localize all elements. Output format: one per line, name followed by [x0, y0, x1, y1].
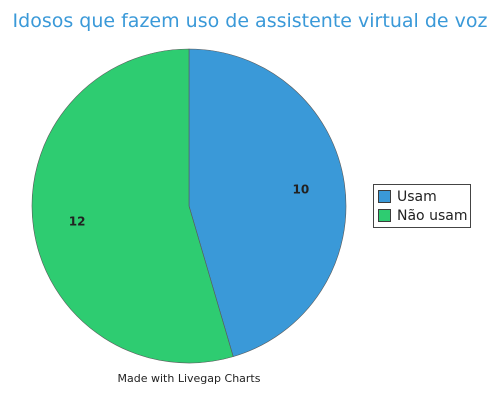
legend-label-nao-usam: Não usam	[397, 207, 468, 224]
legend-swatch-nao-usam	[378, 209, 391, 222]
pie-slices	[31, 48, 347, 364]
legend-swatch-usam	[378, 190, 391, 203]
pie-slice-usam[interactable]	[188, 48, 347, 358]
legend-item-nao-usam[interactable]: Não usam	[378, 206, 468, 225]
chart-title: Idosos que fazem uso de assistente virtu…	[12, 10, 488, 32]
legend-item-usam[interactable]: Usam	[378, 187, 466, 206]
pie-value-labels: 10 12	[69, 182, 309, 228]
chart-legend: Usam Não usam	[373, 184, 471, 228]
legend-label-usam: Usam	[397, 188, 437, 205]
chart-credit: Made with Livegap Charts	[117, 372, 261, 385]
pie-slice-nao-usam[interactable]	[31, 48, 234, 364]
pie-value-label-usam: 10	[293, 182, 310, 196]
pie-value-label-nao-usam: 12	[69, 215, 86, 229]
